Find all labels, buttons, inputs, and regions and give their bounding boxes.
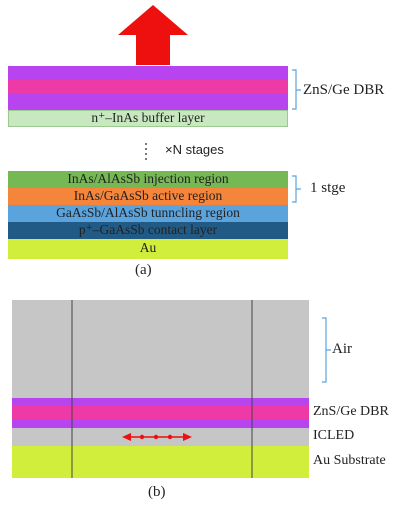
dbr-magenta-layer bbox=[8, 80, 288, 94]
au-substrate-layer bbox=[12, 446, 309, 478]
dbr-bracket bbox=[292, 69, 301, 110]
stages-label: ×N stages bbox=[165, 142, 224, 157]
panel-b-label: (b) bbox=[148, 484, 166, 500]
injection-layer-label: InAs/AlAsSb injection region bbox=[67, 171, 229, 186]
au-layer: Au bbox=[8, 239, 288, 259]
air-label: Air bbox=[332, 341, 352, 357]
dbr-purple-layer bbox=[12, 420, 309, 428]
active-layer-label: InAs/GaAsSb active region bbox=[73, 188, 223, 203]
dbr-label: ZnS/Ge DBR bbox=[313, 404, 389, 419]
injection-layer: InAs/AlAsSb injection region bbox=[8, 171, 288, 188]
dbr-purple-layer bbox=[12, 398, 309, 405]
dbr-purple-layer bbox=[8, 66, 288, 80]
au-layer-label: Au bbox=[139, 240, 157, 255]
dbr-magenta-layer bbox=[12, 405, 309, 420]
stage-bracket bbox=[292, 175, 301, 203]
tunneling-layer-label: GaAsSb/AlAsSb tunncling region bbox=[56, 205, 240, 220]
air-bracket bbox=[322, 317, 331, 383]
dbr-purple-layer bbox=[8, 94, 288, 110]
stage-bracket-label: 1 stge bbox=[310, 180, 346, 196]
substrate-label: Au Substrate bbox=[313, 453, 386, 468]
buffer-layer: n⁺–InAs buffer layer bbox=[8, 110, 288, 127]
air-region bbox=[12, 300, 309, 398]
icled-label: ICLED bbox=[313, 428, 355, 443]
tunneling-layer: GaAsSb/AlAsSb tunncling region bbox=[8, 205, 288, 222]
contact-layer-label: p⁺–GaAsSb contact layer bbox=[78, 222, 218, 237]
double-arrow-icon bbox=[122, 433, 192, 441]
dbr-bracket-label: ZnS/Ge DBR bbox=[303, 82, 385, 98]
contact-layer: p⁺–GaAsSb contact layer bbox=[8, 222, 288, 239]
active-layer: InAs/GaAsSb active region bbox=[8, 188, 288, 205]
panel-a-label: (a) bbox=[135, 262, 152, 278]
buffer-layer-label: n⁺–InAs buffer layer bbox=[91, 110, 205, 125]
